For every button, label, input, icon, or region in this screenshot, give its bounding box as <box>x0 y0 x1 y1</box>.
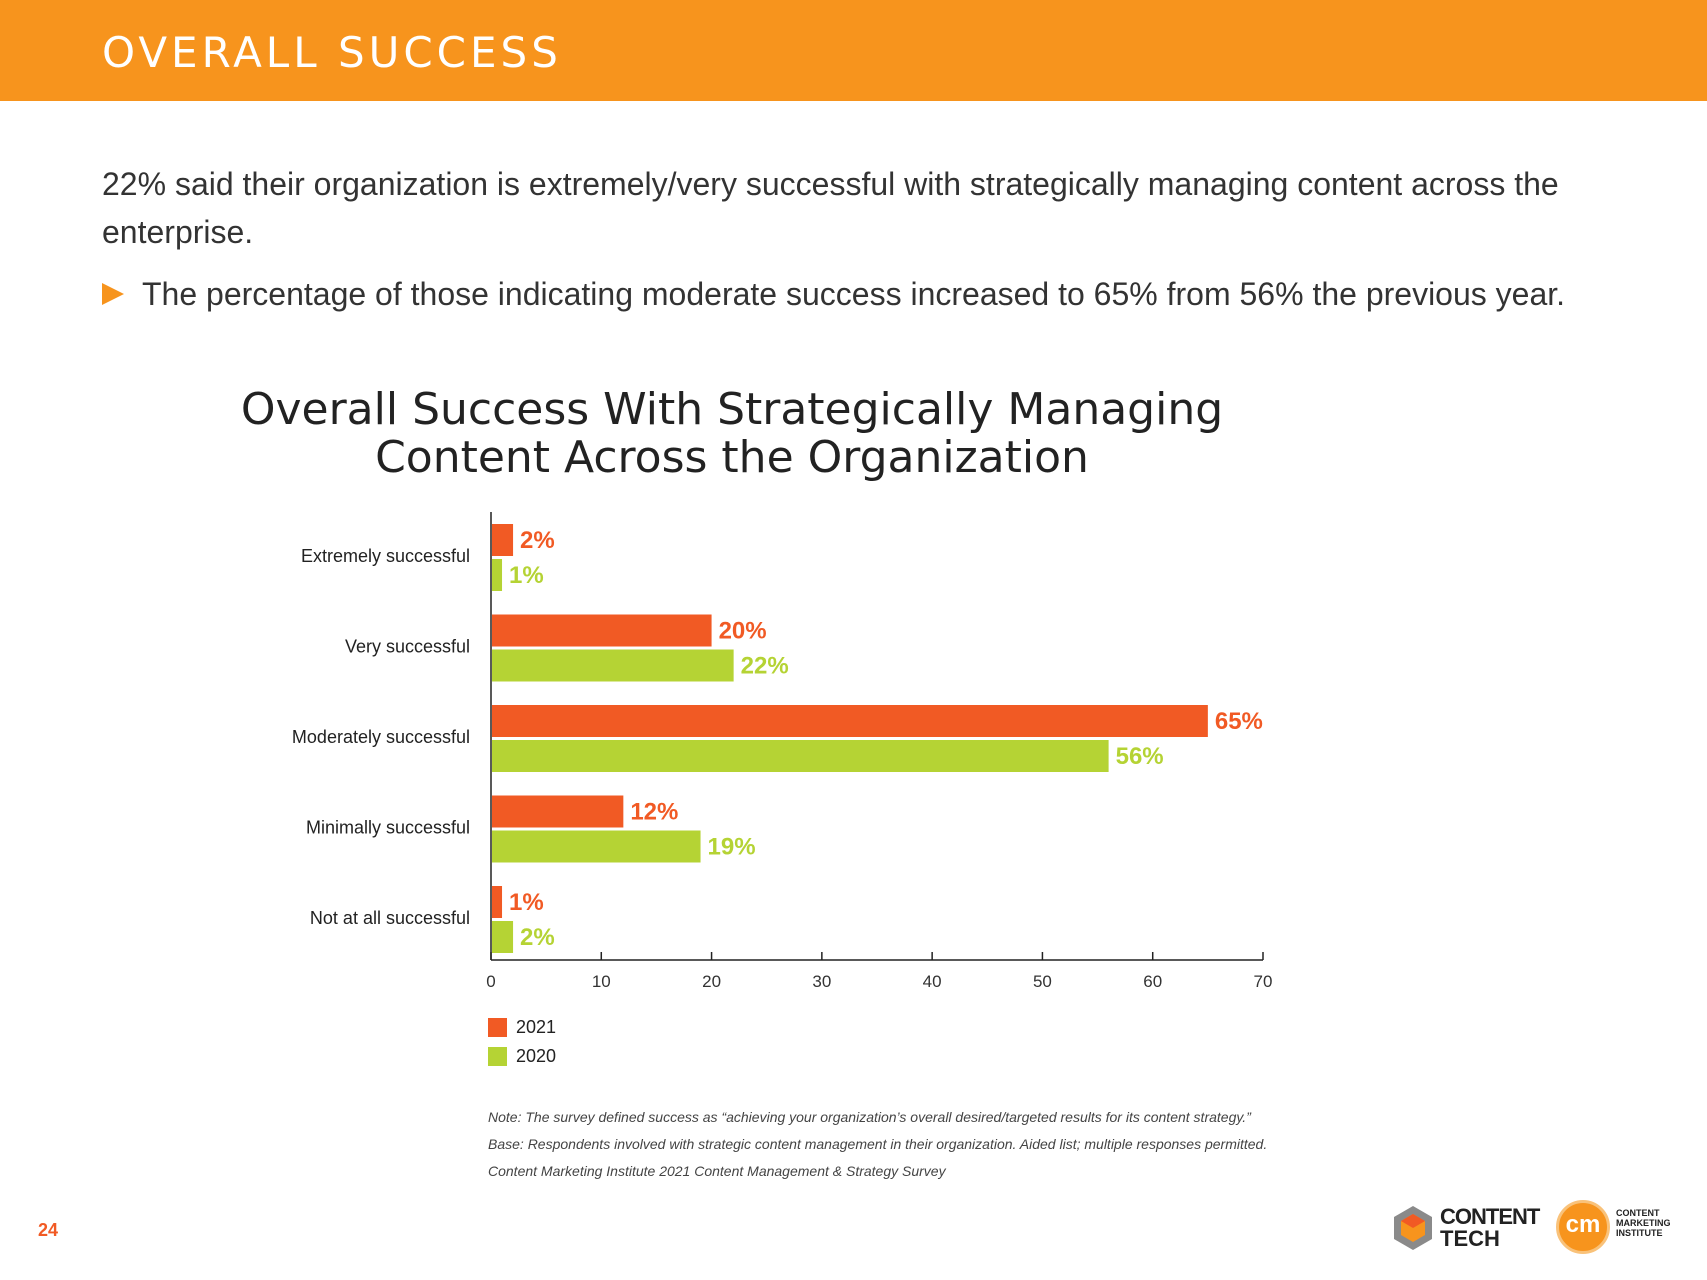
chart-title: Overall Success With Strategically Manag… <box>232 386 1232 482</box>
note-base: Base: Respondents involved with strategi… <box>488 1136 1268 1152</box>
cmi-text-line-1: CONTENT <box>1616 1208 1660 1218</box>
data-label-2020-4: 2% <box>520 924 555 951</box>
note-source: Content Marketing Institute 2021 Content… <box>488 1163 946 1179</box>
data-label-2021-4: 1% <box>509 889 544 916</box>
bar-2021-3 <box>492 795 624 828</box>
triangle-bullet-icon <box>102 283 124 305</box>
x-tick-label-20: 20 <box>702 972 721 991</box>
category-label-2: Moderately successful <box>292 727 470 747</box>
x-tick-label-10: 10 <box>592 972 611 991</box>
bar-2021-0 <box>492 524 514 556</box>
bar-2021-1 <box>492 614 712 647</box>
legend-label-2021: 2021 <box>516 1017 557 1037</box>
logo-tech-word: TECH <box>1440 1226 1500 1251</box>
cmi-logo: cm CONTENT MARKETING INSTITUTE <box>1556 1198 1696 1258</box>
data-label-2020-3: 19% <box>708 834 756 861</box>
x-tick-label-50: 50 <box>1033 972 1052 991</box>
x-tick-label-70: 70 <box>1254 972 1273 991</box>
cmi-text-line-2: MARKETING <box>1616 1218 1671 1228</box>
category-label-3: Minimally successful <box>306 818 470 838</box>
x-tick-label-30: 30 <box>812 972 831 991</box>
x-tick-label-0: 0 <box>486 972 495 991</box>
legend-label-2020: 2020 <box>516 1046 557 1066</box>
data-label-2021-2: 65% <box>1215 708 1263 735</box>
data-label-2021-3: 12% <box>630 799 678 826</box>
chart-title-line-1: Overall Success With Strategically Manag… <box>240 384 1224 435</box>
bar-2020-3 <box>492 830 701 863</box>
bar-2020-4 <box>492 921 514 953</box>
bullet-text: The percentage of those indicating moder… <box>142 276 1566 312</box>
cmi-text: CONTENT MARKETING INSTITUTE <box>1616 1208 1671 1238</box>
bar-2020-0 <box>492 559 503 591</box>
category-label-0: Extremely successful <box>301 546 470 566</box>
data-label-2021-1: 20% <box>719 618 767 645</box>
header-bar: OVERALL SUCCESS <box>0 0 1707 101</box>
logo-content-word: CONTENT <box>1440 1204 1540 1229</box>
legend-swatch-2021 <box>488 1018 507 1037</box>
bullet-row: The percentage of those indicating moder… <box>102 270 1662 318</box>
category-label-4: Not at all successful <box>310 908 470 928</box>
bar-2020-1 <box>492 649 734 682</box>
cmi-mark: cm <box>1565 1211 1601 1238</box>
content-tech-hexagon-icon <box>1394 1206 1432 1250</box>
cmi-text-line-3: INSTITUTE <box>1616 1228 1663 1238</box>
cmi-circle-icon <box>1556 1200 1610 1254</box>
data-label-2021-0: 2% <box>520 527 555 554</box>
content-tech-logo: CONTENT TECH <box>1388 1202 1540 1258</box>
data-label-2020-2: 56% <box>1116 743 1164 770</box>
category-label-1: Very successful <box>345 637 470 657</box>
bar-chart: 0 10 20 30 40 50 60 70 Extremely successful 2% 1% V… <box>292 512 1273 991</box>
x-tick-label-60: 60 <box>1143 972 1162 991</box>
chart-title-line-2: Content Across the Organization <box>375 432 1089 483</box>
bar-2021-4 <box>492 886 503 918</box>
chart-notes: Note: The survey defined success as “ach… <box>488 1104 1388 1185</box>
data-label-2020-1: 22% <box>741 653 789 680</box>
note-definition: Note: The survey defined success as “ach… <box>488 1109 1251 1125</box>
x-tick-label-40: 40 <box>923 972 942 991</box>
bar-2021-2 <box>492 705 1208 737</box>
legend-swatch-2020 <box>488 1047 507 1066</box>
page-title: OVERALL SUCCESS <box>102 28 562 77</box>
bar-2020-2 <box>492 740 1109 772</box>
intro-text: 22% said their organization is extremely… <box>102 166 1559 250</box>
data-label-2020-0: 1% <box>509 562 544 589</box>
page-number: 24 <box>38 1220 59 1240</box>
